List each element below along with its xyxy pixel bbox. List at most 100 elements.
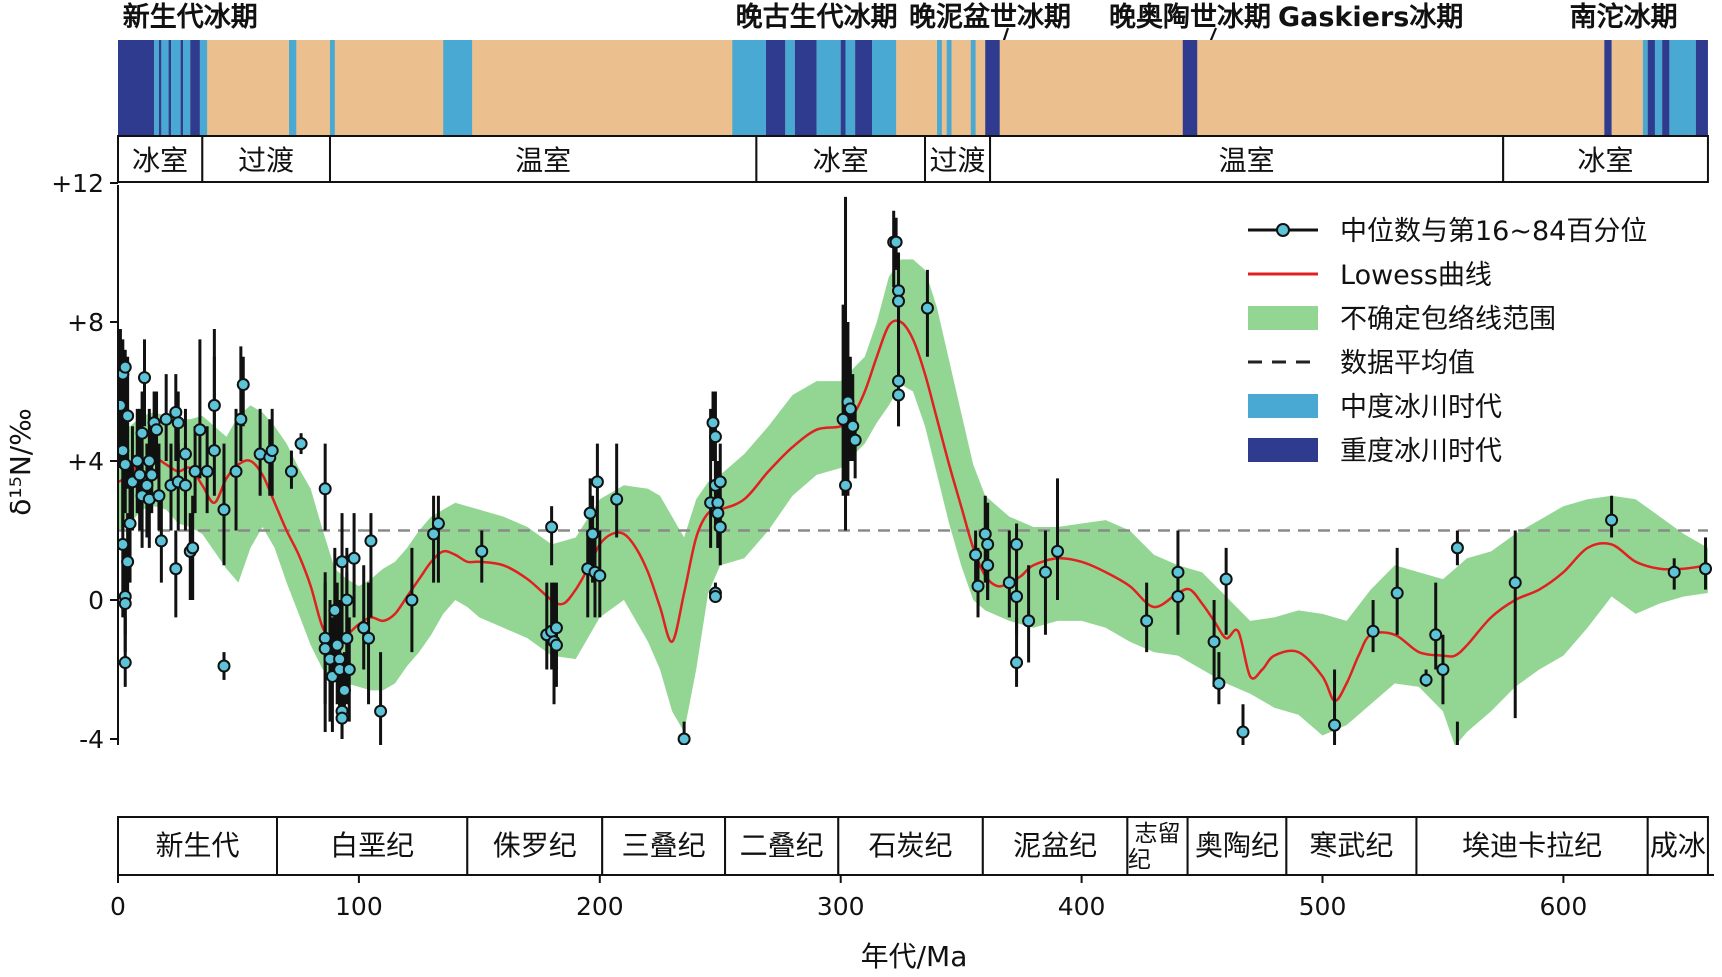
data-point — [118, 360, 132, 374]
x-tick-label: 400 — [1058, 892, 1106, 921]
data-point — [1010, 656, 1024, 670]
data-point — [140, 478, 154, 492]
period-label: 志留 — [1134, 821, 1180, 847]
x-tick-label: 300 — [817, 892, 865, 921]
data-point — [347, 551, 361, 565]
x-axis-title: 年代/Ma — [861, 940, 968, 973]
period-box — [724, 816, 840, 876]
glaciation-bar — [190, 40, 200, 136]
data-point — [1022, 614, 1036, 628]
glaciation-bar — [1647, 40, 1655, 136]
climate-state-box — [989, 135, 1505, 183]
period-label: 三叠纪 — [622, 829, 706, 862]
glaciation-bar-strip — [118, 40, 1708, 136]
climate-state-label: 过渡 — [238, 144, 294, 177]
period-box — [466, 816, 604, 876]
glaciation-labels: 新生代冰期 晚古生代冰期 晚泥盆世冰期 晚奥陶世冰期 Gaskiers冰期 南沱冰期 — [123, 1, 1678, 54]
data-point — [217, 503, 231, 517]
data-point — [892, 388, 906, 402]
data-point — [1436, 663, 1450, 676]
data-point — [152, 489, 166, 503]
data-point — [186, 541, 200, 555]
data-point — [1171, 590, 1185, 604]
data-point — [713, 475, 727, 489]
data-point — [169, 405, 183, 419]
data-point — [846, 419, 860, 433]
data-point — [318, 631, 332, 645]
data-point — [207, 444, 221, 458]
data-point — [374, 704, 388, 718]
x-tick-label: 500 — [1299, 892, 1347, 921]
data-point — [892, 284, 906, 298]
data-point — [342, 663, 356, 676]
data-point — [1429, 628, 1443, 642]
data-point — [137, 371, 151, 385]
lowess-layer — [118, 319, 1709, 703]
y-tick-label: -4 — [79, 725, 104, 754]
period-label: 纪 — [1128, 847, 1151, 873]
data-point — [135, 426, 149, 440]
data-point — [169, 562, 183, 576]
data-point — [159, 412, 173, 426]
data-point — [981, 537, 995, 551]
data-point — [1450, 541, 1464, 555]
legend: 中位数与第16~84百分位 Lowess曲线不确定包络线范围数据平均值中度冰川时代… — [1248, 216, 1647, 467]
glaciation-bar — [443, 40, 473, 136]
period-box — [1415, 816, 1649, 876]
glaciation-bar — [794, 40, 817, 136]
period-box — [837, 816, 984, 876]
data-point — [549, 638, 563, 652]
climate-state-label: 温室 — [515, 144, 571, 177]
glaciation-bar — [816, 40, 841, 136]
glaciation-bar — [161, 40, 169, 136]
legend-label: 中位数与第16~84百分位 — [1340, 216, 1647, 247]
period-label: 成冰 — [1650, 829, 1706, 862]
data-point — [711, 506, 725, 520]
glaciation-label: 新生代冰期 — [123, 1, 258, 33]
data-point — [1419, 673, 1433, 687]
data-point — [405, 593, 419, 607]
data-point — [593, 569, 607, 583]
data-point — [1010, 537, 1024, 551]
data-point — [171, 416, 185, 430]
data-point — [981, 558, 995, 572]
period-box — [981, 816, 1129, 876]
climate-state-box — [1502, 135, 1709, 183]
climate-state-label: 冰室 — [132, 144, 188, 177]
data-point — [150, 423, 164, 437]
data-point — [337, 683, 351, 697]
data-point — [294, 437, 308, 451]
climate-state-label: 过渡 — [930, 144, 986, 177]
period-box — [1285, 816, 1418, 876]
glaciation-bar — [329, 40, 335, 136]
data-point — [340, 631, 354, 645]
data-point — [431, 517, 445, 531]
data-point — [978, 527, 992, 541]
data-point — [118, 398, 127, 412]
data-point — [193, 423, 207, 437]
data-point — [1207, 635, 1221, 649]
data-point — [340, 593, 354, 607]
data-point — [328, 603, 342, 617]
envelope-layer — [118, 259, 1708, 745]
data-point — [545, 520, 559, 534]
data-point — [610, 492, 624, 506]
data-point — [971, 579, 985, 593]
points-layer — [118, 235, 1713, 745]
data-point — [583, 506, 597, 520]
period-boxes: 新生代 白垩纪 侏罗纪 三叠纪 二叠纪 石炭纪 泥盆纪 志留纪 奥陶纪 寒武纪 埃迪卡拉纪 成冰 — [117, 816, 1709, 876]
data-point — [1051, 544, 1065, 558]
period-box — [601, 816, 727, 876]
x-tick-label: 0 — [110, 892, 126, 921]
data-point — [335, 711, 349, 725]
data-point — [1171, 565, 1185, 579]
glaciation-bar — [1654, 40, 1663, 136]
data-point — [706, 416, 720, 430]
data-point — [713, 520, 727, 534]
data-point — [920, 301, 934, 315]
data-point — [1390, 586, 1404, 600]
climate-state-label: 冰室 — [1578, 144, 1634, 177]
data-point — [133, 468, 147, 482]
data-point — [130, 454, 144, 468]
